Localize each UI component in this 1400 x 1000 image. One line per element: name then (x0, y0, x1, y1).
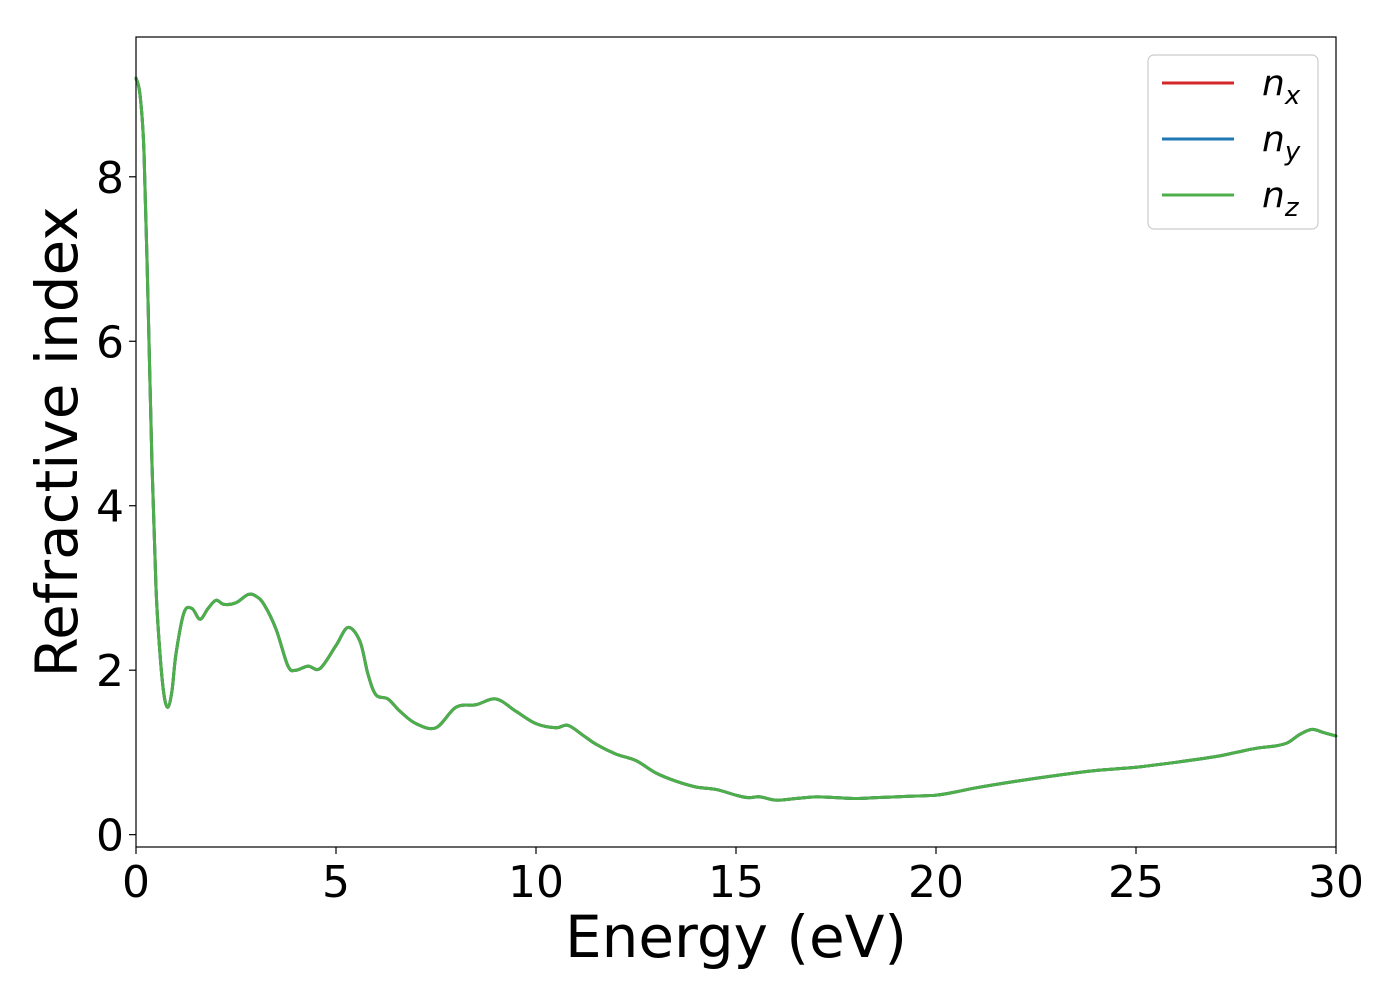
y-tick-label: 6 (96, 317, 124, 368)
x-tick-label: 5 (322, 857, 350, 908)
x-tick-label: 20 (908, 857, 964, 908)
series-layer (134, 76, 1338, 802)
x-tick-label: 25 (1108, 857, 1164, 908)
legend-label-nz: nz (1262, 175, 1300, 223)
y-axis-ticks: 0 2 4 6 8 (96, 153, 136, 862)
x-tick-label: 30 (1308, 857, 1364, 908)
y-tick-label: 8 (96, 153, 124, 204)
legend: nx ny nz (1147, 54, 1319, 230)
y-tick-label: 4 (96, 482, 124, 533)
x-tick-label: 10 (508, 857, 564, 908)
x-tick-label: 15 (708, 857, 764, 908)
legend-label-nx: nx (1262, 63, 1301, 111)
y-axis-title: Refractive index (23, 206, 91, 677)
x-axis-title: Energy (eV) (565, 903, 907, 971)
series-line-nz (134, 76, 1338, 802)
x-tick-label: 0 (122, 857, 150, 908)
legend-label-ny: ny (1262, 119, 1301, 167)
x-axis-ticks: 0 5 10 15 20 25 30 (122, 847, 1364, 908)
legend-box (1147, 54, 1319, 230)
y-tick-label: 0 (96, 811, 124, 862)
y-tick-label: 2 (96, 646, 124, 697)
